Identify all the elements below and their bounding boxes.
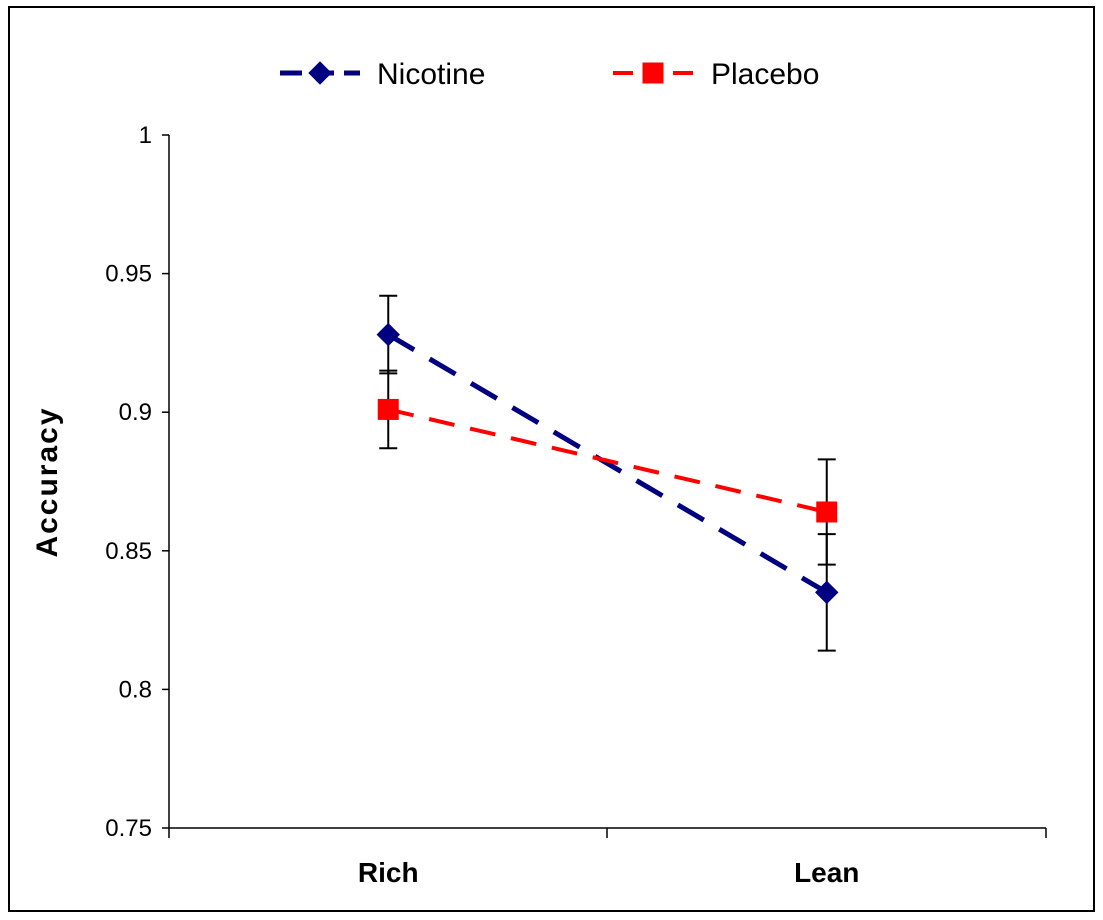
legend: Nicotine Placebo [280,58,819,91]
legend-label-nicotine: Nicotine [377,58,485,91]
series-line-placebo [387,407,828,514]
data-point-square [816,501,838,523]
data-point-diamond [308,61,332,85]
x-category-label: Lean [794,857,859,888]
chart-frame [8,6,1095,912]
y-ticks: 0.75 0.8 0.85 0.9 0.95 1 [105,122,169,842]
y-tick-label: 0.85 [105,538,152,565]
series-line-nicotine [386,332,829,595]
y-tick-label: 1 [139,122,152,149]
data-point-diamond [815,580,839,605]
data-point-square [642,62,664,84]
x-category-label: Rich [358,857,419,888]
data-point-square [377,398,399,420]
x-category-labels: Rich Lean [358,857,860,888]
y-tick-label: 0.8 [119,676,152,703]
series-layer [376,294,839,652]
y-tick-label: 0.75 [105,815,152,842]
y-tick-label: 0.9 [119,399,152,426]
y-tick-label: 0.95 [105,261,152,288]
y-axis-title: Accuracy [31,406,64,557]
data-point-diamond [376,322,400,347]
legend-label-placebo: Placebo [711,58,819,91]
